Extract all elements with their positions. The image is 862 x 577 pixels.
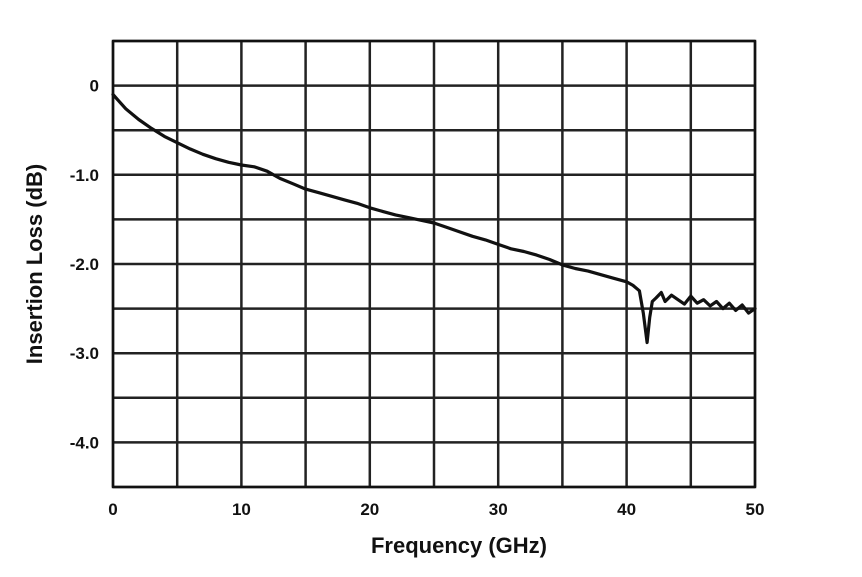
x-tick-labels: 0 10 20 30 40 50 (108, 500, 764, 519)
y-tick-label: -3.0 (70, 344, 99, 363)
x-tick-label: 50 (746, 500, 765, 519)
y-tick-label: 0 (90, 77, 99, 96)
plot-frame (111, 39, 757, 489)
y-tick-label: -4.0 (70, 433, 99, 452)
y-tick-label: -2.0 (70, 255, 99, 274)
grid (111, 39, 757, 489)
series-layer (111, 92, 757, 345)
y-tick-labels: 0 -1.0 -2.0 -3.0 -4.0 (70, 77, 99, 453)
y-axis-title: Insertion Loss (dB) (22, 164, 47, 364)
series-line (111, 92, 757, 345)
x-tick-label: 20 (360, 500, 379, 519)
x-axis-title: Frequency (GHz) (371, 533, 547, 558)
x-tick-label: 40 (617, 500, 636, 519)
y-tick-label: -1.0 (70, 166, 99, 185)
x-tick-label: 30 (489, 500, 508, 519)
x-tick-label: 10 (232, 500, 251, 519)
x-tick-label: 0 (108, 500, 117, 519)
